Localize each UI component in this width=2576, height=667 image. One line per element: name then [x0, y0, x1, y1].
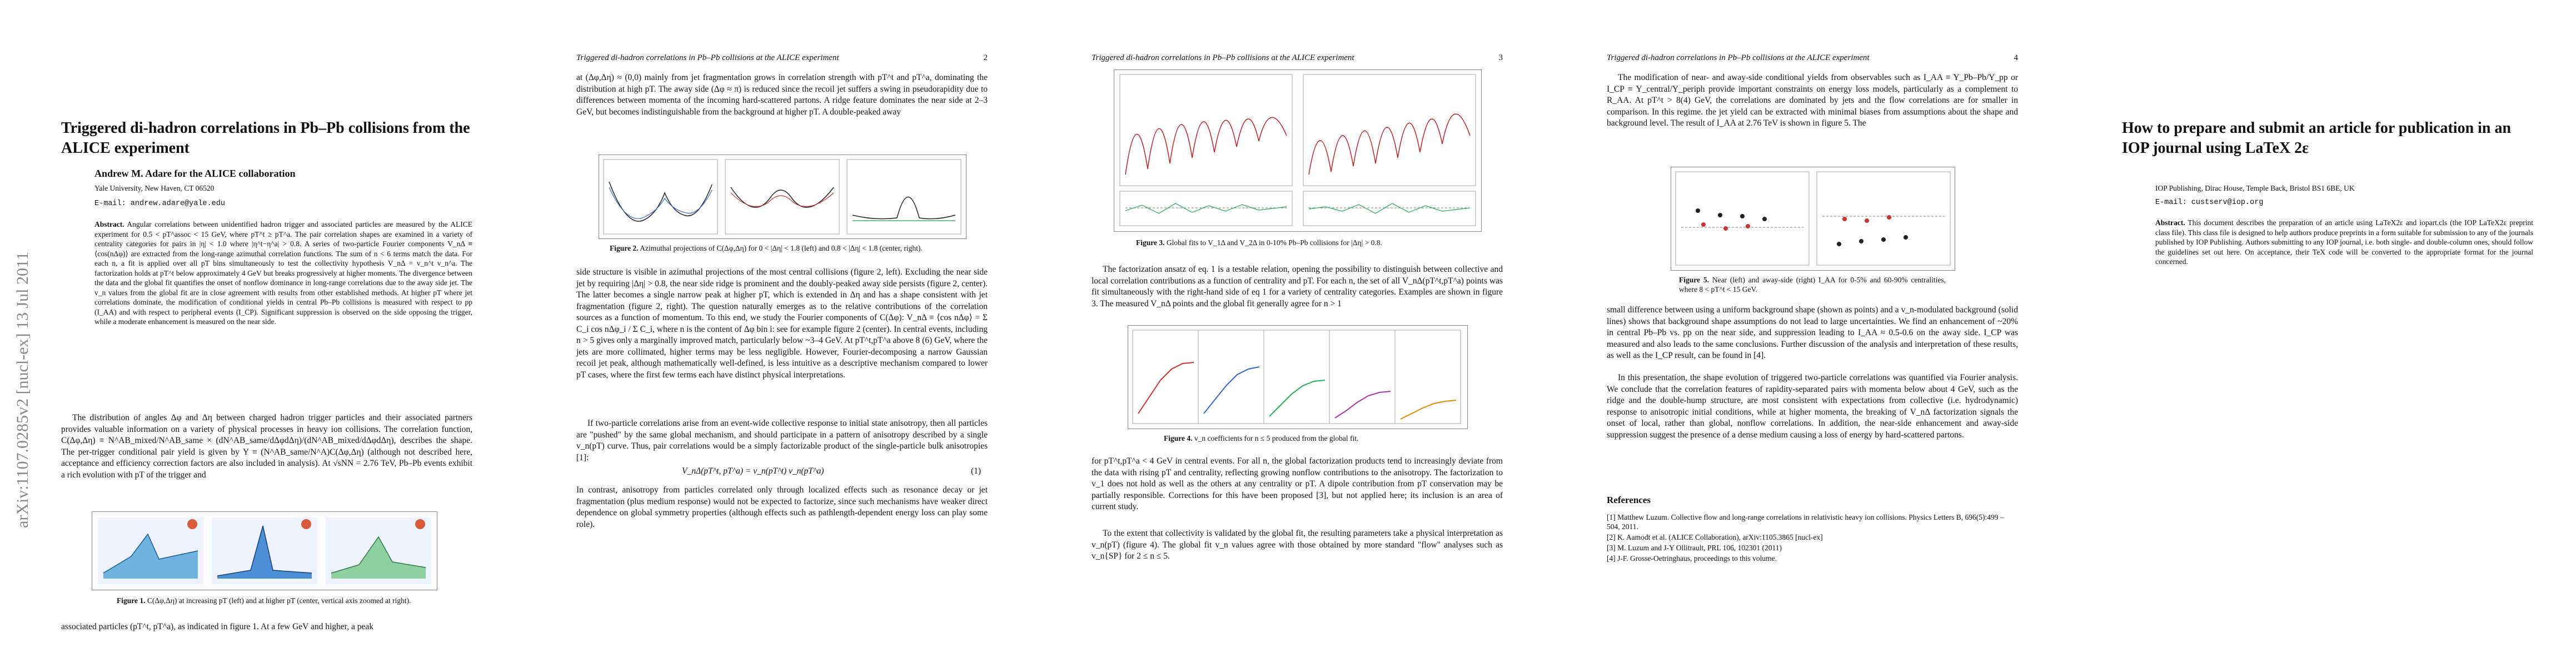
figure-2-caption: Figure 2. Azimuthal projections of C(Δφ,…	[610, 243, 954, 253]
page-2: Triggered di-hadron correlations in Pb–P…	[515, 0, 1030, 667]
running-header-text: Triggered di-hadron correlations in Pb–P…	[1607, 53, 1870, 62]
figure-2-caption-label: Figure 2.	[610, 244, 639, 252]
figure-4-caption-text: v_n coefficients for n ≤ 5 produced from…	[1194, 434, 1359, 442]
author: Andrew M. Adare for the ALICE collaborat…	[94, 168, 296, 179]
paragraph: In contrast, anisotropy from particles c…	[576, 485, 988, 529]
figure-4	[1128, 325, 1468, 429]
paragraph: The factorization ansatz of eq. 1 is a t…	[1092, 265, 1503, 308]
paragraph: To the extent that collectivity is valid…	[1092, 529, 1503, 561]
figure-5-caption-label: Figure 5.	[1679, 276, 1709, 284]
references-heading: References	[1607, 495, 1651, 505]
running-header-text: Triggered di-hadron correlations in Pb–P…	[576, 53, 839, 62]
page-number: 3	[1498, 53, 1503, 62]
paper-title: Triggered di-hadron correlations in Pb–P…	[61, 120, 470, 157]
figure-3-caption: Figure 3. Global fits to V_1Δ and V_2Δ i…	[1136, 238, 1469, 247]
running-header-text: Triggered di-hadron correlations in Pb–P…	[1092, 53, 1354, 62]
figure-4-caption-label: Figure 4.	[1164, 434, 1193, 442]
figure-1	[92, 511, 437, 590]
email: E-mail: andrew.adare@yale.edu	[94, 200, 225, 208]
page-number: 4	[2014, 53, 2019, 62]
affiliation: Yale University, New Haven, CT 06520	[94, 184, 215, 192]
figure-2-plots	[603, 159, 961, 235]
body-intro: The distribution of angles Δφ and Δη bet…	[61, 413, 472, 480]
email: E-mail: custserv@iop.org	[2155, 198, 2264, 207]
figure-2-caption-text: Azimuthal projections of C(Δφ,Δη) for 0 …	[640, 244, 923, 252]
figure-3-caption-text: Global fits to V_1Δ and V_2Δ in 0-10% Pb…	[1166, 238, 1382, 247]
figure-5-caption-text: Near (left) and away-side (right) I_AA f…	[1679, 276, 1946, 293]
paper-title: How to prepare and submit an article for…	[2122, 120, 2512, 157]
reference-item: [2] K. Aamodt et al. (ALICE Collaboratio…	[1607, 533, 1823, 541]
abstract-label: Abstract.	[2155, 218, 2185, 227]
body-after-figure: associated particles (pT^t, pT^a), as in…	[61, 622, 373, 631]
reference-item: [4] J-F. Grosse-Oetringhaus, proceedings…	[1607, 554, 1777, 563]
reference-item: [1] Matthew Luzum. Collective flow and l…	[1607, 513, 2004, 531]
paragraph: If two-particle correlations arise from …	[576, 419, 988, 462]
figure-1-caption-label: Figure 1.	[117, 596, 146, 605]
figure-4-plots	[1132, 330, 1461, 424]
equation: V_nΔ(pT^t, pT^a) = v_n(pT^t) v_n(pT^a)	[682, 466, 824, 476]
page-5: How to prepare and submit an article for…	[2061, 0, 2576, 667]
abstract-text: This document describes the preparation …	[2155, 218, 2533, 266]
figure-1-plots	[98, 517, 431, 584]
figure-3-caption-label: Figure 3.	[1136, 238, 1165, 247]
reference-item: [3] M. Luzum and J-Y Ollitrault, PRL 106…	[1607, 544, 1782, 552]
abstract: Abstract. Angular correlations between u…	[94, 220, 472, 327]
arxiv-stamp: arXiv:1107.0285v2 [nucl-ex] 13 Jul 2011	[13, 252, 32, 528]
paragraph: small difference between using a uniform…	[1607, 305, 2018, 360]
running-header: Triggered di-hadron correlations in Pb–P…	[576, 53, 988, 63]
figure-4-caption: Figure 4. v_n coefficients for n ≤ 5 pro…	[1164, 434, 1453, 443]
paragraph: The modification of near- and away-side …	[1607, 73, 2018, 128]
page-4: Triggered di-hadron correlations in Pb–P…	[1546, 0, 2061, 667]
figure-5	[1671, 167, 1955, 271]
equation-number: (1)	[971, 466, 981, 476]
paragraph: at (Δφ,Δη) ≈ (0,0) mainly from jet fragm…	[576, 73, 988, 117]
page-1: arXiv:1107.0285v2 [nucl-ex] 13 Jul 2011 …	[0, 0, 515, 667]
figure-3-plots	[1119, 74, 1476, 226]
figure-2	[599, 155, 966, 239]
figure-1-caption: Figure 1. C(Δφ,Δη) at increasing pT (lef…	[117, 596, 417, 605]
page-number: 2	[983, 53, 988, 62]
paragraph: In this presentation, the shape evolutio…	[1607, 373, 2018, 440]
page-3: Triggered di-hadron correlations in Pb–P…	[1030, 0, 1546, 667]
figure-1-caption-text: C(Δφ,Δη) at increasing pT (left) and at …	[147, 596, 411, 605]
figure-3	[1114, 69, 1482, 232]
abstract: Abstract. This document describes the pr…	[2155, 218, 2533, 267]
abstract-label: Abstract.	[94, 220, 124, 228]
running-header: Triggered di-hadron correlations in Pb–P…	[1607, 53, 2018, 63]
abstract-text: Angular correlations between unidentifie…	[94, 220, 472, 326]
paragraph: side structure is visible in azimuthal p…	[576, 267, 988, 380]
running-header: Triggered di-hadron correlations in Pb–P…	[1092, 53, 1503, 63]
paragraph: for pT^t,pT^a < 4 GeV in central events.…	[1092, 456, 1503, 511]
figure-5-plots	[1675, 171, 1951, 266]
figure-5-caption: Figure 5. Near (left) and away-side (rig…	[1679, 275, 1946, 294]
affiliation: IOP Publishing, Dirac House, Temple Back…	[2155, 184, 2355, 192]
